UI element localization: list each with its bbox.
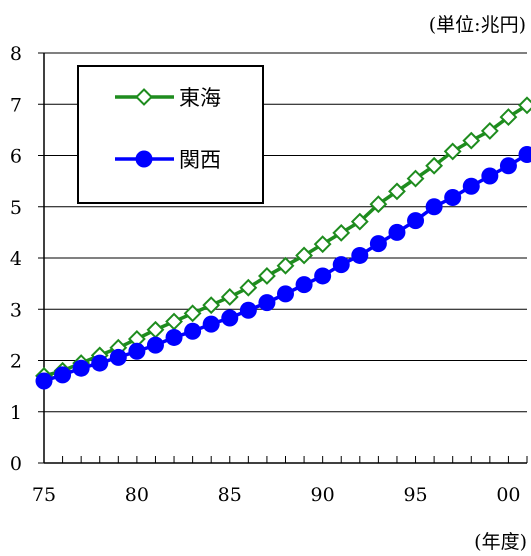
data-point <box>35 372 53 390</box>
y-tick-label: 0 <box>10 453 22 475</box>
legend-entry-1: 関西 <box>115 148 221 172</box>
y-tick-label: 5 <box>10 197 22 219</box>
data-point <box>369 235 387 253</box>
data-point <box>481 167 499 185</box>
y-tick-label: 4 <box>10 248 22 270</box>
series-1 <box>35 145 531 390</box>
x-tick-label: 95 <box>403 484 427 506</box>
data-point <box>258 294 276 312</box>
data-point <box>276 256 295 275</box>
data-point <box>239 301 257 319</box>
data-point <box>369 195 388 214</box>
x-tick-label: 90 <box>311 484 335 506</box>
legend-label: 東海 <box>179 86 221 110</box>
series-group <box>35 96 531 390</box>
data-point <box>146 320 165 339</box>
legend-marker <box>135 150 153 168</box>
y-tick-label: 3 <box>10 299 22 321</box>
series-0 <box>35 96 531 385</box>
data-point <box>332 223 351 242</box>
data-point <box>314 267 332 285</box>
x-tick-label: 75 <box>32 484 56 506</box>
data-point <box>406 169 425 188</box>
data-point <box>184 322 202 340</box>
data-point <box>444 189 462 207</box>
data-point <box>146 336 164 354</box>
data-point <box>202 315 220 333</box>
legend-marker <box>135 88 153 106</box>
data-point <box>183 304 202 323</box>
data-point <box>202 296 221 315</box>
y-tick-label: 6 <box>10 146 22 168</box>
data-point <box>480 121 499 140</box>
data-point <box>518 145 531 163</box>
data-point <box>388 223 406 241</box>
x-tick-label: 85 <box>218 484 242 506</box>
data-point <box>425 198 443 216</box>
data-point <box>425 156 444 175</box>
x-axis-label: (年度) <box>474 531 527 553</box>
axes <box>38 52 528 464</box>
legend-entry-0: 東海 <box>115 86 221 110</box>
x-tick-label: 80 <box>125 484 149 506</box>
data-point <box>499 157 517 175</box>
data-point <box>239 278 258 297</box>
data-point <box>221 309 239 327</box>
data-point <box>407 212 425 230</box>
data-point <box>443 142 462 161</box>
y-tick-label: 2 <box>10 351 22 373</box>
data-point <box>258 267 276 285</box>
data-point <box>518 96 531 115</box>
data-point <box>313 235 332 254</box>
data-point <box>351 246 369 264</box>
data-point <box>332 256 350 274</box>
legend-box <box>77 65 264 204</box>
legend-label: 関西 <box>179 148 221 172</box>
data-point <box>295 246 313 265</box>
data-point <box>462 131 481 150</box>
y-tick-label: 8 <box>10 43 22 65</box>
x-axis-tick-labels: 75 80 85 90 95 00 <box>32 484 521 506</box>
data-point <box>72 359 90 377</box>
y-axis-tick-labels: 0 1 2 3 4 5 6 7 8 <box>10 43 22 475</box>
unit-label: (単位:兆円) <box>429 14 526 36</box>
data-point <box>109 348 127 366</box>
data-point <box>295 276 313 294</box>
data-point <box>54 366 72 384</box>
y-tick-label: 1 <box>10 402 22 424</box>
data-point <box>462 177 480 195</box>
data-point <box>499 108 518 126</box>
x-tick-label: 00 <box>496 484 520 506</box>
data-point <box>165 328 183 346</box>
data-point <box>165 312 183 331</box>
data-point <box>128 342 146 360</box>
y-tick-label: 7 <box>10 94 22 116</box>
data-point <box>277 285 294 303</box>
data-point <box>220 288 239 306</box>
data-point <box>91 354 109 372</box>
data-point <box>388 182 406 201</box>
data-point <box>350 212 369 231</box>
